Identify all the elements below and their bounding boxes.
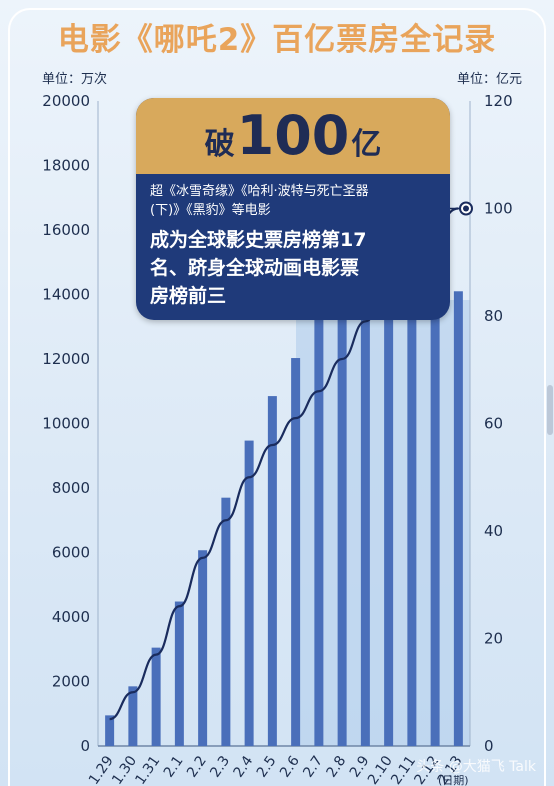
x-tick-label: 2.8 xyxy=(324,753,350,780)
bar xyxy=(128,686,138,746)
callout-main-text: 成为全球影史票房榜第17 名、跻身全球动画电影票 房榜前三 xyxy=(150,226,440,310)
right-tick-label: 80 xyxy=(484,307,503,325)
x-tick-label: 2.7 xyxy=(300,753,326,780)
callout-main-line: 房榜前三 xyxy=(150,285,227,307)
bar xyxy=(221,497,231,746)
callout-prefix: 破 xyxy=(204,127,235,162)
x-tick-label: 2.3 xyxy=(207,753,233,780)
left-tick-label: 0 xyxy=(80,737,90,755)
left-tick-label: 6000 xyxy=(52,544,90,562)
highlight-panel xyxy=(296,300,470,746)
right-tick-label: 100 xyxy=(484,200,513,218)
bar xyxy=(407,297,417,746)
left-tick-label: 4000 xyxy=(52,608,90,626)
bar xyxy=(453,291,463,746)
left-tick-label: 14000 xyxy=(42,286,90,304)
callout-headline: 破 100 亿 xyxy=(205,109,382,163)
x-tick-label: 2.1 xyxy=(161,753,187,780)
right-tick-label: 0 xyxy=(484,737,494,755)
left-tick-label: 16000 xyxy=(42,221,90,239)
right-tick-label: 20 xyxy=(484,630,503,648)
left-tick-label: 20000 xyxy=(42,92,90,110)
left-tick-label: 18000 xyxy=(42,157,90,175)
callout-header: 破 100 亿 xyxy=(136,98,450,174)
left-tick-label: 2000 xyxy=(52,673,90,691)
bar xyxy=(198,550,208,746)
callout-sub-line: (下)》《黑豹》等电影 xyxy=(150,203,271,218)
bar xyxy=(430,294,440,746)
left-axis-unit: 单位：万次 xyxy=(42,72,108,87)
bar xyxy=(360,304,370,746)
right-axis-unit: 单位：亿元 xyxy=(456,72,522,87)
right-tick-label: 40 xyxy=(484,522,503,540)
x-axis-unit: (日期) xyxy=(438,774,469,786)
edge-mark xyxy=(547,385,553,435)
right-tick-label: 120 xyxy=(484,92,513,110)
callout-number: 100 xyxy=(236,104,350,167)
bar xyxy=(244,440,254,746)
bar xyxy=(151,647,161,746)
callout-main-line: 成为全球影史票房榜第17 xyxy=(150,229,367,251)
milestone-marker-dot xyxy=(463,205,469,212)
x-tick-label: 2.2 xyxy=(184,753,210,780)
x-tick-label: 2.6 xyxy=(277,753,303,780)
x-tick-label: 2.4 xyxy=(231,753,257,780)
callout-main-line: 名、跻身全球动画电影票 xyxy=(150,257,360,279)
page-title: 电影《哪吒2》百亿票房全记录 xyxy=(57,22,497,58)
x-tick-label: 2.5 xyxy=(254,753,280,780)
bar xyxy=(291,358,301,746)
bar xyxy=(174,601,184,746)
watermark: 头条 @大猫飞 Talk xyxy=(416,759,536,775)
bar xyxy=(384,300,394,746)
milestone-callout: 破 100 亿 超《冰雪奇缘》《哈利·波特与死亡圣器 (下)》《黑豹》等电影 成… xyxy=(136,98,450,320)
bar xyxy=(105,715,115,746)
x-tick-label: 1.31 xyxy=(132,753,163,786)
callout-subtext: 超《冰雪奇缘》《哈利·波特与死亡圣器 (下)》《黑豹》等电影 xyxy=(150,182,450,220)
left-tick-label: 12000 xyxy=(42,350,90,368)
right-tick-label: 60 xyxy=(484,415,503,433)
bar xyxy=(337,307,347,746)
frame-border xyxy=(8,8,546,786)
callout-suffix: 亿 xyxy=(351,127,382,162)
bar xyxy=(314,313,324,746)
left-tick-label: 10000 xyxy=(42,415,90,433)
callout-sub-line: 超《冰雪奇缘》《哈利·波特与死亡圣器 xyxy=(150,184,369,199)
left-tick-label: 8000 xyxy=(52,479,90,497)
bar xyxy=(267,396,277,746)
